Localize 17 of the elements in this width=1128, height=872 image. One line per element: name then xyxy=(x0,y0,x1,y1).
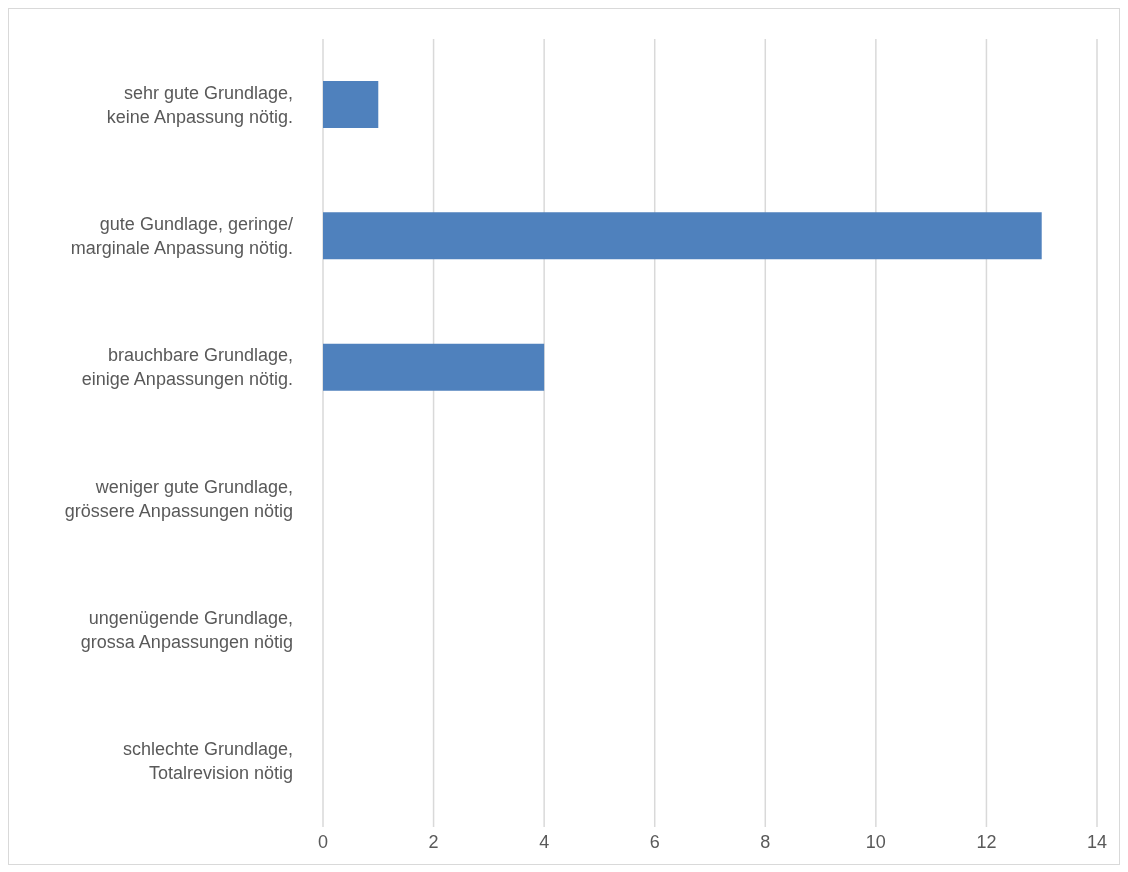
y-tick-label: sehr gute Grundlage, keine Anpassung nötig. xyxy=(106,82,293,127)
x-tick-label: 12 xyxy=(976,831,997,852)
x-tick-label: 4 xyxy=(539,831,550,852)
bar xyxy=(323,81,379,129)
x-tick-label: 6 xyxy=(649,831,660,852)
y-tick-label: brauchbare Grundlage, einige Anpassungen nötig. xyxy=(81,345,293,390)
y-tick-label: weniger gute Grundlage, grössere Anpassungen nötig xyxy=(64,476,293,521)
bar xyxy=(323,212,1042,260)
y-tick-label: schlechte Grundlage, Totalrevision nötig xyxy=(122,739,293,784)
x-tick-label: 2 xyxy=(428,831,439,852)
x-tick-label: 8 xyxy=(760,831,771,852)
y-tick-label: ungenügende Grundlage, grossa Anpassungen nötig xyxy=(80,608,293,652)
x-tick-label: 10 xyxy=(865,831,886,852)
y-tick-label: gute Gundlage, geringe/ marginale Anpassung nötig. xyxy=(70,214,293,258)
x-tick-label: 14 xyxy=(1086,831,1108,852)
x-tick-label: 0 xyxy=(317,831,329,852)
bar xyxy=(323,343,545,391)
